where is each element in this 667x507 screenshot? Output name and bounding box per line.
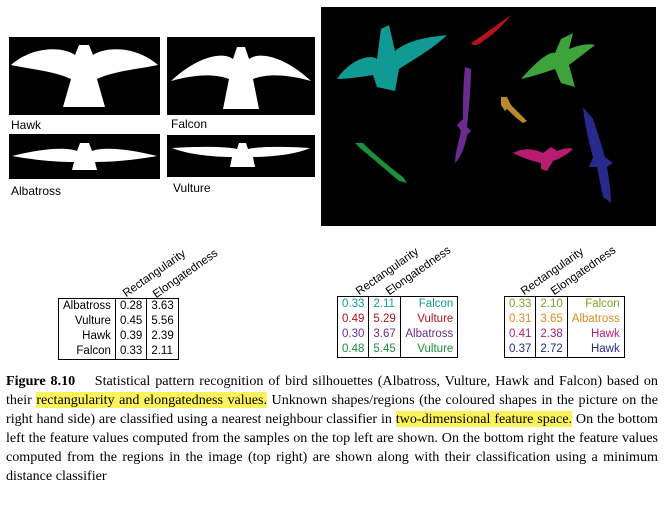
left-feature-table: Albatross 0.28 3.63 Vulture 0.45 5.56 Ha… [58,298,179,360]
darkgreen-region-shape [355,143,407,183]
table-row: 0.37 2.72 Hawk [505,342,625,358]
navy-region-shape [583,107,613,203]
table-row: 0.41 2.38 Hawk [505,327,625,342]
vulture-sample-image [167,135,315,177]
caption-text-3: On the bottom left the feature values co… [6,411,658,484]
albatross-sample-image [9,134,160,179]
table-row: Albatross 0.28 3.63 [59,298,179,314]
caption-text-1: Statistical pattern recognition of bird … [6,373,658,408]
falcon-label: Falcon [171,117,208,131]
caption-highlight-1: rectangularity and elongatedness values. [36,392,268,408]
figure-number: Figure 8.10 [6,373,76,389]
table-row: Vulture 0.45 5.56 [59,314,179,329]
table-row: 0.30 3.67 Albatross [338,327,458,342]
red-region-shape [471,15,511,46]
teal-region-shape [337,25,447,91]
magenta-region-shape [513,147,573,171]
table-row: Hawk 0.39 2.39 [59,329,179,344]
table-row: 0.31 3.65 Albatross [505,312,625,327]
orange-region-shape [501,97,527,123]
hawk-sample-image [9,37,160,115]
table-row: 0.33 2.10 Falcon [505,296,625,312]
table-row: Falcon 0.33 2.11 [59,344,179,360]
middle-feature-table: 0.33 2.11 Falcon 0.49 5.29 Vulture 0.30 … [337,296,459,358]
caption-highlight-2: two-dimensional feature space. [395,411,573,427]
caption-text-2: Unknown shapes/regions (the coloured sha… [6,392,658,427]
table-row: 0.48 5.45 Vulture [338,342,458,358]
albatross-label: Albatross [11,184,62,198]
purple-region-shape [455,67,471,163]
falcon-sample-image [167,37,315,115]
right-feature-table: 0.33 2.10 Falcon 0.31 3.65 Albatross 0.4… [504,296,625,358]
green-region-shape [521,33,595,87]
table-row: 0.49 5.29 Vulture [338,312,458,327]
hawk-label: Hawk [11,118,42,132]
table-row: 0.33 2.11 Falcon [338,296,458,312]
figure-caption: Figure 8.10 Statistical pattern recognit… [6,372,658,486]
scene-image [321,7,656,226]
vulture-label: Vulture [173,181,211,195]
